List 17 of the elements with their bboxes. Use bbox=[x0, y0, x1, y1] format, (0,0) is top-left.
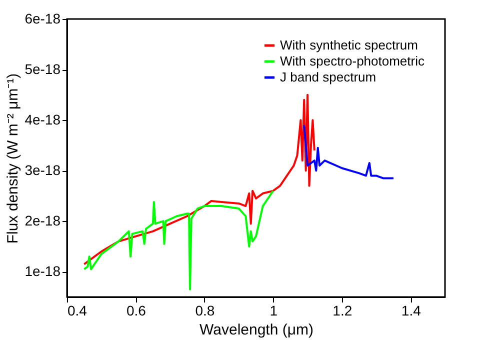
legend-label: J band spectrum bbox=[280, 70, 376, 84]
legend-label: With synthetic spectrum bbox=[280, 38, 418, 52]
y-tick-label: 6e-18 bbox=[24, 10, 61, 26]
y-tick-label: 2e-18 bbox=[24, 212, 61, 229]
legend-label: With spectro-photometric bbox=[280, 54, 425, 68]
x-tick-label: 1.4 bbox=[401, 302, 422, 318]
x-tick-label: 1.2 bbox=[332, 302, 352, 318]
x-axis-title: Wavelength (μm) bbox=[200, 322, 314, 338]
x-tick-label: 0.6 bbox=[126, 302, 146, 318]
y-tick-label: 3e-18 bbox=[24, 162, 61, 178]
x-tick-label: 0.8 bbox=[195, 302, 215, 318]
x-tick-label: 1 bbox=[270, 302, 278, 318]
y-tick-label: 4e-18 bbox=[24, 112, 61, 128]
x-tick-label: 0.4 bbox=[68, 302, 88, 318]
y-tick-label: 1e-18 bbox=[24, 263, 61, 280]
y-tick-label: 5e-18 bbox=[24, 61, 61, 78]
y-axis-title: Flux density (W m⁻² μm⁻¹) bbox=[4, 73, 22, 244]
